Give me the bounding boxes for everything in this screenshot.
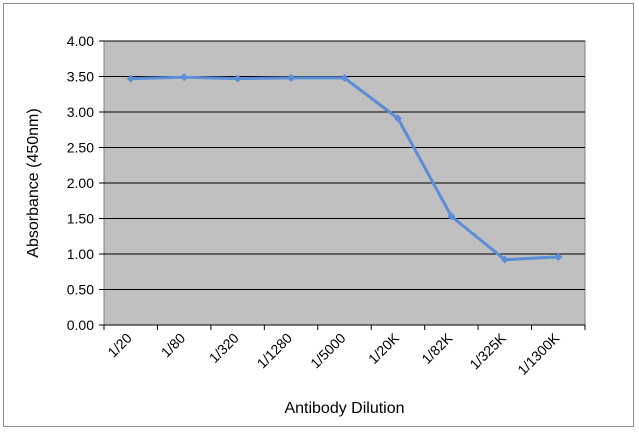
x-axis-title: Antibody Dilution xyxy=(284,400,404,417)
y-tick-label: 1.00 xyxy=(67,246,94,262)
y-tick-label: 4.00 xyxy=(67,33,94,49)
x-tick-label: 1/20K xyxy=(365,329,403,367)
data-point xyxy=(393,114,402,123)
y-tick-label: 1.50 xyxy=(67,211,94,227)
y-tick-label: 2.50 xyxy=(67,140,94,156)
y-axis-tick-labels: 0.00 0.50 1.00 1.50 2.00 2.50 3.00 3.50 4.00 xyxy=(67,33,94,333)
x-tick-label: 1/325K xyxy=(466,329,509,372)
y-tick-label: 2.00 xyxy=(67,175,94,191)
y-tick-label: 0.50 xyxy=(67,282,94,298)
data-point xyxy=(126,74,135,83)
x-tick-label: 1/20 xyxy=(104,330,135,361)
data-point xyxy=(180,73,189,82)
y-tick-label: 3.00 xyxy=(67,104,94,120)
data-series xyxy=(126,73,563,264)
y-tick-label: 3.50 xyxy=(67,69,94,85)
x-tick-label: 1/80 xyxy=(158,330,189,361)
y-tick-label: 0.00 xyxy=(67,317,94,333)
x-tick-label: 1/1280 xyxy=(254,330,296,372)
data-point xyxy=(233,74,242,83)
y-axis-title: Absorbance (450nm) xyxy=(25,108,42,257)
x-axis-tick-labels: 1/20 1/80 1/320 1/1280 1/5000 1/20K 1/82K 1/325… xyxy=(104,329,563,378)
data-point xyxy=(340,73,349,82)
x-tick-label: 1/5000 xyxy=(307,330,349,372)
data-point xyxy=(287,73,296,82)
x-tick-label: 1/320 xyxy=(206,330,242,366)
data-point xyxy=(500,255,509,264)
data-point xyxy=(447,212,456,221)
x-tick-label: 1/82K xyxy=(418,329,456,367)
x-tick-label: 1/1300K xyxy=(514,329,563,378)
data-point xyxy=(554,252,563,261)
